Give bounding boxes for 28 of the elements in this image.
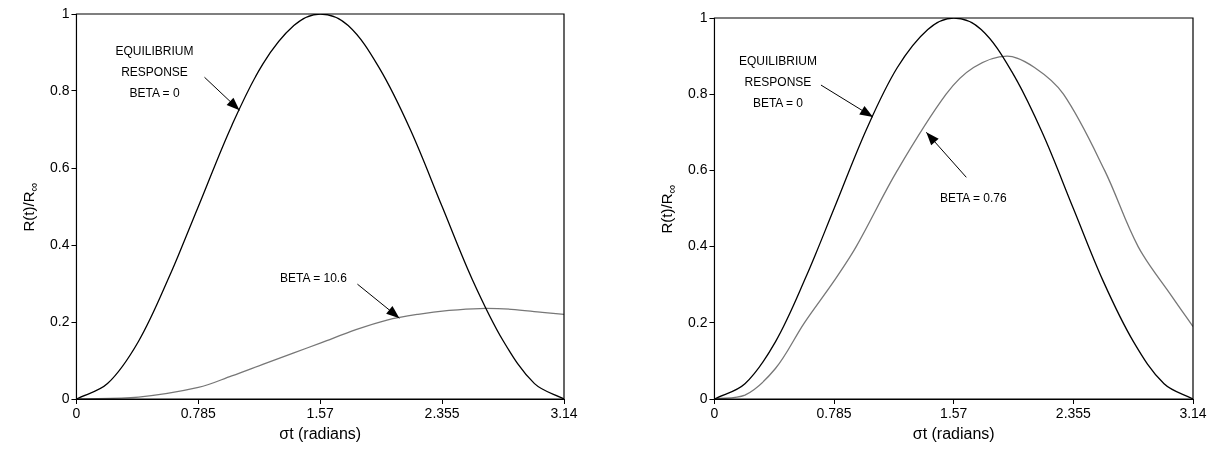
y-tick-label: 0.4 [687,237,708,254]
x-tick-label: 1.57 [940,405,968,422]
y-tick-label: 0.8 [49,81,70,98]
annotation: BETA = 0.76 [939,190,1008,205]
y-tick-label: 0.4 [49,235,70,252]
x-axis-title: σt (radians) [912,424,995,442]
annotation: BETA = 10.6 [280,271,348,286]
y-tick-label: 0 [61,389,70,406]
y-tick-label: 0.8 [687,85,708,102]
x-tick-label: 3.14 [1179,405,1207,422]
y-tick-label: 0 [699,389,708,406]
y-tick-label: 0.6 [49,158,70,175]
x-axis-title: σt (radians) [279,424,362,442]
annotation: EQUILIBRIUM RESPONSE BETA = 0 [115,43,194,100]
annotation: EQUILIBRIUM RESPONSE BETA = 0 [738,54,817,111]
x-tick-label: 3.14 [550,405,578,422]
x-tick-label: 0.785 [180,405,217,422]
y-tick-label: 0.6 [687,161,708,178]
y-tick-label: 1 [699,8,708,25]
y-tick-label: 1 [61,4,70,21]
y-tick-label: 0.2 [49,312,70,329]
x-tick-label: 2.355 [1055,405,1092,422]
x-tick-label: 0 [710,405,719,422]
x-tick-label: 2.355 [424,405,460,422]
x-tick-label: 1.57 [306,405,335,422]
x-tick-label: 0.785 [816,405,852,422]
y-tick-label: 0.2 [687,313,708,330]
x-tick-label: 0 [72,405,81,422]
